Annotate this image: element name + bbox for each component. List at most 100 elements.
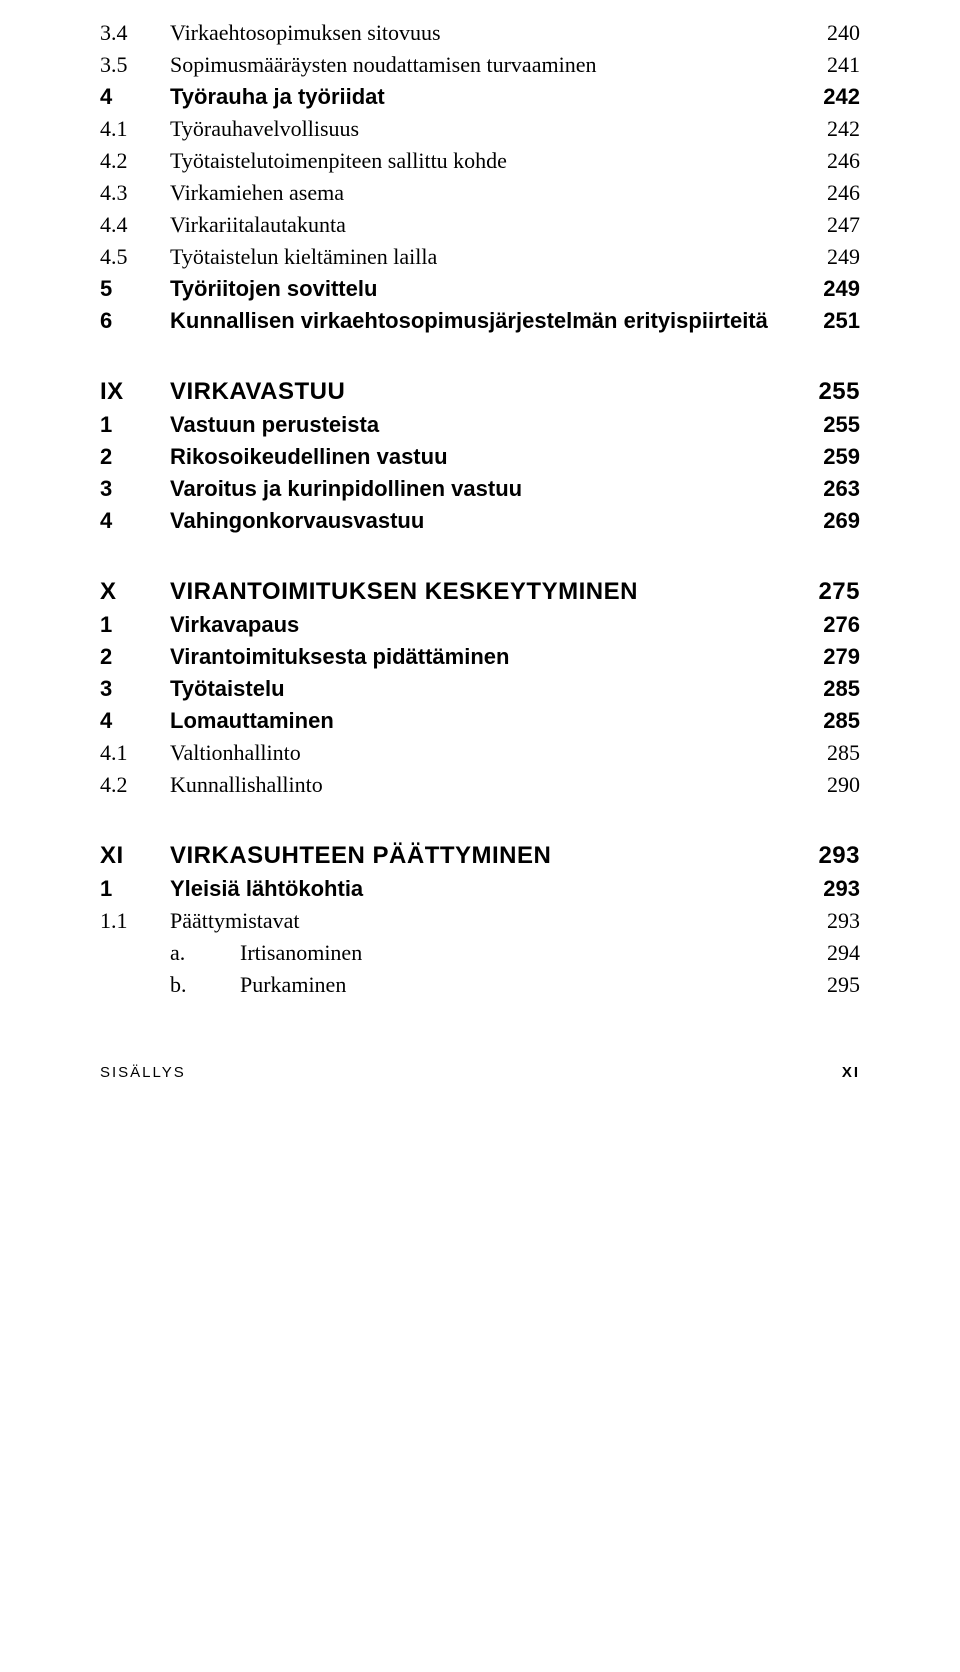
toc-row: 2Rikosoikeudellinen vastuu259 [100, 444, 860, 470]
toc-number: 6 [100, 308, 170, 334]
toc-label: Vahingonkorvausvastuu [170, 508, 800, 534]
toc-page: 255 [800, 412, 860, 438]
toc-label: Yleisiä lähtökohtia [170, 876, 800, 902]
toc-label: Varoitus ja kurinpidollinen vastuu [170, 476, 800, 502]
toc-page: 285 [800, 676, 860, 702]
toc-label: Työtaistelu [170, 676, 800, 702]
toc-number: 3 [100, 476, 170, 502]
toc-label: Virantoimituksesta pidättäminen [170, 644, 800, 670]
toc-page: 249 [800, 276, 860, 302]
toc-number: 1.1 [100, 908, 170, 934]
toc-label: Virkariitalautakunta [170, 212, 800, 238]
spacer [100, 340, 860, 378]
toc-number: X [100, 578, 170, 606]
toc-row: 4.1Valtionhallinto285 [100, 740, 860, 766]
toc-number: 4 [100, 508, 170, 534]
toc-number: 4.3 [100, 180, 170, 206]
toc-label: Kunnallisen virkaehtosopimusjärjestelmän… [170, 308, 800, 334]
toc-page: 285 [800, 708, 860, 734]
toc-label: Työriitojen sovittelu [170, 276, 800, 302]
toc-page: 251 [800, 308, 860, 334]
toc-number: a. [100, 940, 240, 966]
toc-row: 4.3Virkamiehen asema246 [100, 180, 860, 206]
toc-page: 295 [800, 972, 860, 998]
toc-number: 3.4 [100, 20, 170, 46]
toc-number: 3 [100, 676, 170, 702]
toc-row: 3.5Sopimusmääräysten noudattamisen turva… [100, 52, 860, 78]
toc-label: VIRKASUHTEEN PÄÄTTYMINEN [170, 842, 800, 870]
toc-number: 1 [100, 876, 170, 902]
toc-label: Virkamiehen asema [170, 180, 800, 206]
toc-page: 242 [800, 116, 860, 142]
toc-row: 4.2Kunnallishallinto290 [100, 772, 860, 798]
toc-row: 6Kunnallisen virkaehtosopimusjärjestelmä… [100, 308, 860, 334]
toc-row: XIVIRKASUHTEEN PÄÄTTYMINEN293 [100, 842, 860, 870]
toc-label: Työtaistelun kieltäminen lailla [170, 244, 800, 270]
toc-page: 294 [800, 940, 860, 966]
toc-page: 269 [800, 508, 860, 534]
table-of-contents: 3.4Virkaehtosopimuksen sitovuus240 3.5Sop… [0, 0, 960, 1064]
page-footer: SISÄLLYS XI [0, 1064, 960, 1121]
toc-row: 4.2Työtaistelutoimenpiteen sallittu kohd… [100, 148, 860, 174]
toc-page: 241 [800, 52, 860, 78]
toc-number: 2 [100, 644, 170, 670]
toc-label: Virkaehtosopimuksen sitovuus [170, 20, 800, 46]
toc-page: 263 [800, 476, 860, 502]
toc-row: 1.1Päättymistavat293 [100, 908, 860, 934]
toc-row: 5Työriitojen sovittelu249 [100, 276, 860, 302]
toc-label: Sopimusmääräysten noudattamisen turvaami… [170, 52, 800, 78]
toc-page: 279 [800, 644, 860, 670]
toc-label: Rikosoikeudellinen vastuu [170, 444, 800, 470]
toc-label: Työrauha ja työriidat [170, 84, 800, 110]
toc-number: 4.2 [100, 148, 170, 174]
spacer [100, 804, 860, 842]
toc-page: 285 [800, 740, 860, 766]
toc-row: 4.4Virkariitalautakunta247 [100, 212, 860, 238]
toc-number: b. [100, 972, 240, 998]
toc-row: 3Työtaistelu285 [100, 676, 860, 702]
footer-section-label: SISÄLLYS [100, 1064, 186, 1081]
toc-row: 4.5Työtaistelun kieltäminen lailla249 [100, 244, 860, 270]
toc-row: 1Virkavapaus276 [100, 612, 860, 638]
toc-row: XVIRANTOIMITUKSEN KESKEYTYMINEN275 [100, 578, 860, 606]
toc-number: IX [100, 378, 170, 406]
toc-page: 249 [800, 244, 860, 270]
toc-page: 293 [800, 842, 860, 870]
toc-label: Työtaistelutoimenpiteen sallittu kohde [170, 148, 800, 174]
toc-row: IXVIRKAVASTUU255 [100, 378, 860, 406]
toc-row: 3Varoitus ja kurinpidollinen vastuu263 [100, 476, 860, 502]
toc-number: 4.5 [100, 244, 170, 270]
toc-number: 4.1 [100, 740, 170, 766]
toc-number: 4 [100, 708, 170, 734]
toc-page: 246 [800, 180, 860, 206]
spacer [100, 540, 860, 578]
toc-number: 1 [100, 412, 170, 438]
toc-page: 290 [800, 772, 860, 798]
toc-number: XI [100, 842, 170, 870]
toc-page: 240 [800, 20, 860, 46]
toc-number: 4.4 [100, 212, 170, 238]
toc-number: 4.1 [100, 116, 170, 142]
footer-page-number: XI [842, 1064, 860, 1081]
toc-number: 3.5 [100, 52, 170, 78]
toc-page: 259 [800, 444, 860, 470]
toc-row: a.Irtisanominen294 [100, 940, 860, 966]
toc-label: Kunnallishallinto [170, 772, 800, 798]
toc-row: b.Purkaminen295 [100, 972, 860, 998]
toc-label: Virkavapaus [170, 612, 800, 638]
toc-page: 246 [800, 148, 860, 174]
toc-row: 1Vastuun perusteista255 [100, 412, 860, 438]
toc-number: 4.2 [100, 772, 170, 798]
toc-row: 4Työrauha ja työriidat242 [100, 84, 860, 110]
toc-page: 242 [800, 84, 860, 110]
toc-label: Valtionhallinto [170, 740, 800, 766]
toc-number: 4 [100, 84, 170, 110]
toc-label: Työrauhavelvollisuus [170, 116, 800, 142]
toc-number: 2 [100, 444, 170, 470]
toc-label: Irtisanominen [240, 940, 800, 966]
toc-page: 276 [800, 612, 860, 638]
toc-number: 5 [100, 276, 170, 302]
toc-label: VIRKAVASTUU [170, 378, 800, 406]
toc-page: 293 [800, 876, 860, 902]
toc-row: 1Yleisiä lähtökohtia293 [100, 876, 860, 902]
